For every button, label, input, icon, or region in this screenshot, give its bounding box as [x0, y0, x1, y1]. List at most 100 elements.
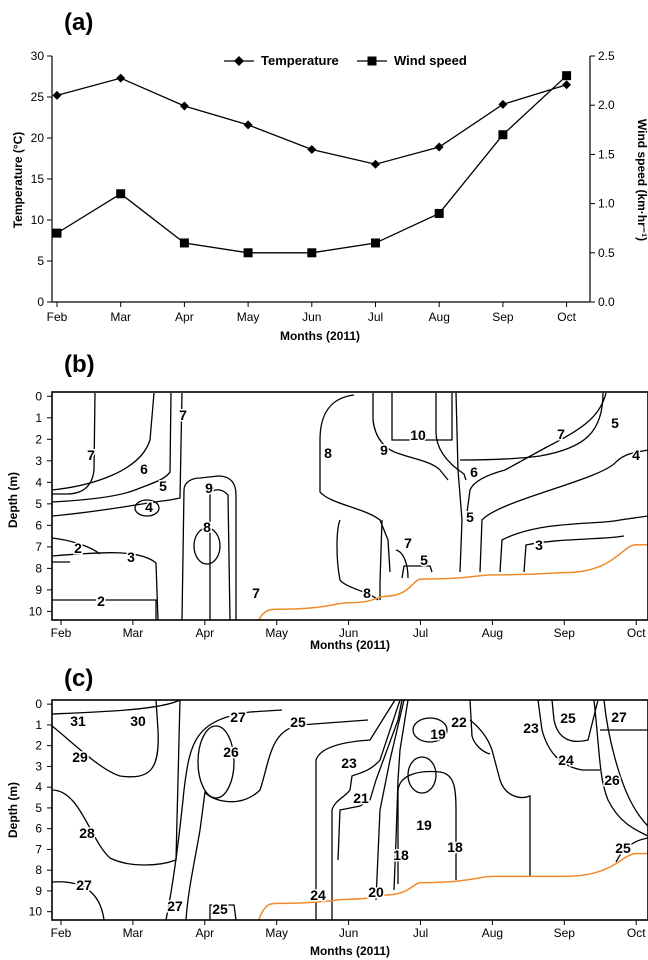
temperature-point: [562, 80, 572, 90]
contour-label: 6: [470, 464, 478, 480]
x-tick-label: Sep: [492, 310, 514, 324]
panel-a-y-axis-title: Temperature (°C): [11, 132, 25, 229]
y-tick-label: 10: [29, 604, 43, 618]
x-tick-label: Mar: [123, 926, 144, 940]
panel-b-x-axis-title: Months (2011): [310, 638, 390, 652]
contour-label: 7: [404, 535, 412, 551]
contour-label: 30: [130, 713, 146, 729]
contour-line: [319, 394, 391, 573]
contour-line: [51, 699, 159, 778]
y-tick-label: 1: [35, 411, 42, 425]
contour-line: [51, 392, 183, 517]
y-tick-label-right: 2.5: [598, 49, 615, 63]
contour-label: 20: [368, 884, 384, 900]
contour-line: [209, 489, 231, 621]
y-tick-label: 8: [35, 561, 42, 575]
contour-line: [337, 699, 403, 861]
y-tick-label: 10: [31, 213, 45, 227]
y-tick-label: 3: [35, 759, 42, 773]
x-tick-label: May: [237, 310, 260, 324]
contour-label: 25: [560, 710, 576, 726]
contour-line: [372, 393, 449, 481]
y-tick-label: 2: [35, 739, 42, 753]
x-tick-label: Mar: [110, 310, 131, 324]
contour-label: 3: [535, 537, 543, 553]
y-tick-label-right: 1.0: [598, 197, 615, 211]
contour-label: 24: [558, 752, 574, 768]
contour-label: 8: [203, 519, 211, 535]
panel-a-axes: [51, 56, 591, 303]
x-tick-label: Jun: [339, 926, 358, 940]
x-tick-label: Aug: [429, 310, 450, 324]
panel-c-x-ticks: Feb Mar Apr May Jun Jul Aug Sep Oct: [51, 920, 646, 940]
panel-b-label: (b): [64, 351, 95, 378]
contour-line: [469, 719, 531, 876]
x-tick-label: Jul: [413, 926, 428, 940]
y-tick-label: 5: [35, 497, 42, 511]
x-tick-label: Jun: [302, 310, 321, 324]
panel-c-contour-labels: 31 30 29 28 27 27 26 27 25 25 23 21 24 20 19 19 22 18 18 23…: [69, 708, 633, 919]
contour-line: [393, 699, 409, 891]
x-tick-label: Aug: [482, 926, 503, 940]
contour-line: [181, 475, 237, 621]
contour-line: [379, 519, 383, 600]
panel-b-y-ticks: 0 1 2 3 4 5 6 7 8 9 10: [29, 389, 52, 618]
contour-line: [331, 699, 401, 920]
contour-line: [51, 537, 101, 555]
contour-line: [397, 770, 457, 884]
contour-label: 7: [179, 407, 187, 423]
y-tick-label: 7: [35, 842, 42, 856]
y-tick-label: 9: [35, 884, 42, 898]
contour-label: 9: [205, 480, 213, 496]
y-tick-label: 10: [29, 905, 43, 919]
panel-a-y-axis-title-right: Wind speed (km·hr⁻¹): [635, 119, 648, 241]
contour-line: [185, 719, 369, 921]
contour-label: 3: [127, 549, 135, 565]
x-tick-label: Apr: [195, 926, 214, 940]
temperature-point: [116, 73, 126, 83]
x-tick-label: Oct: [627, 926, 646, 940]
contour-label: 27: [611, 709, 627, 725]
panel-c-bottom-boundary: [257, 852, 648, 921]
contour-label: 27: [167, 898, 183, 914]
contour-label: 26: [223, 744, 239, 760]
wind-speed-point: [434, 208, 444, 218]
panel-c-y-axis-title: Depth (m): [6, 782, 20, 838]
y-tick-label: 7: [35, 540, 42, 554]
legend-temperature-label: Temperature: [261, 53, 339, 68]
contour-label: 27: [76, 877, 92, 893]
contour-line: [51, 881, 105, 921]
y-tick-label: 30: [31, 49, 45, 63]
contour-line: [193, 527, 221, 565]
x-tick-label: May: [265, 926, 288, 940]
panel-b-contours: [51, 392, 648, 621]
wind-speed-point: [116, 189, 126, 199]
contour-line: [336, 519, 379, 601]
contour-line: [455, 392, 463, 573]
contour-line: [375, 699, 405, 901]
x-tick-label: Apr: [175, 310, 194, 324]
contour-label: 18: [393, 847, 409, 863]
contour-label: 7: [87, 447, 95, 463]
panel-c-y-ticks: 0 1 2 3 4 5 6 7 8 9 10: [29, 697, 52, 919]
contour-line: [615, 837, 648, 863]
contour-line: [537, 699, 600, 771]
x-tick-label: Sep: [554, 926, 576, 940]
panel-a-label: (a): [64, 9, 93, 36]
contour-label: 31: [70, 713, 86, 729]
contour-line: [51, 699, 181, 866]
contour-label: 28: [79, 825, 95, 841]
legend-wind-marker: [367, 56, 377, 66]
contour-label: 26: [604, 772, 620, 788]
x-tick-label: Sep: [554, 626, 576, 640]
wind-speed-line: [56, 75, 568, 254]
contour-label: 8: [363, 585, 371, 601]
temperature-point: [434, 142, 444, 152]
contour-line: [459, 392, 604, 461]
y-tick-label: 6: [35, 822, 42, 836]
wind-speed-point: [498, 130, 508, 140]
y-tick-label: 25: [31, 90, 45, 104]
contour-line: [479, 449, 648, 573]
contour-line: [499, 515, 648, 573]
